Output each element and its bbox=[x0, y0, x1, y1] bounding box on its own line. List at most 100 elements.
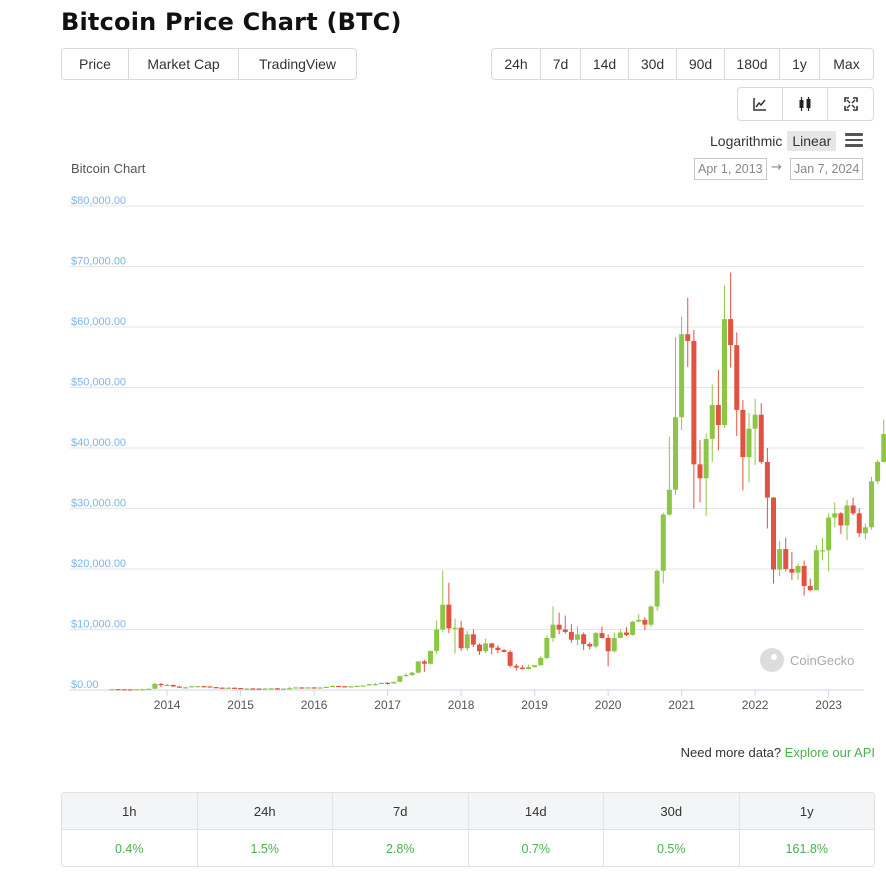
candle-body bbox=[758, 414, 764, 462]
candle-body bbox=[593, 633, 599, 647]
candle-body bbox=[379, 682, 384, 685]
tab-tradingview[interactable]: TradingView bbox=[258, 56, 337, 72]
candle-body bbox=[305, 687, 311, 689]
candle-body bbox=[354, 685, 360, 687]
chart-type-tabs: Price Market Cap TradingView bbox=[61, 48, 357, 80]
candle-body bbox=[715, 405, 721, 426]
candle-body bbox=[544, 637, 550, 658]
candle-body bbox=[464, 634, 470, 649]
performance-header-cell: 14d bbox=[469, 793, 604, 829]
range-7d-button[interactable]: 7d bbox=[541, 49, 581, 79]
date-to-input[interactable]: Jan 7, 2024 bbox=[790, 158, 864, 180]
y-tick-label: $0.00 bbox=[71, 679, 99, 691]
date-from-input[interactable]: Apr 1, 2013 bbox=[694, 158, 767, 180]
performance-header-cell: 24h bbox=[198, 793, 333, 829]
candle-body bbox=[691, 340, 697, 465]
y-tick-label: $60,000.00 bbox=[71, 316, 126, 328]
candle-body bbox=[348, 686, 354, 688]
candle-body bbox=[752, 414, 758, 429]
candle-body bbox=[844, 505, 850, 526]
range-max-button[interactable]: Max bbox=[833, 56, 860, 72]
line-chart-icon bbox=[753, 98, 766, 111]
candle-body bbox=[164, 684, 170, 687]
candle-body bbox=[434, 629, 440, 651]
candle-body bbox=[660, 514, 666, 571]
performance-value-cell: 0.7% bbox=[469, 830, 604, 866]
candle-body bbox=[642, 619, 648, 625]
fullscreen-button[interactable] bbox=[828, 88, 873, 120]
performance-values-row: 0.4% 1.5% 2.8% 0.7% 0.5% 161.8% bbox=[62, 830, 874, 866]
tab-market-cap[interactable]: Market Cap bbox=[129, 49, 239, 79]
candle-body bbox=[262, 688, 268, 690]
candle-body bbox=[556, 624, 562, 630]
candle-body bbox=[624, 632, 629, 635]
candle-body bbox=[722, 319, 727, 426]
range-90d-button[interactable]: 90d bbox=[677, 49, 725, 79]
candle-body bbox=[458, 627, 464, 649]
candle-body bbox=[415, 661, 421, 673]
candle-body bbox=[232, 687, 237, 689]
candle-body bbox=[599, 633, 605, 638]
y-tick-label: $20,000.00 bbox=[71, 558, 126, 570]
range-14d-button[interactable]: 14d bbox=[581, 49, 629, 79]
performance-value-cell: 161.8% bbox=[785, 841, 828, 856]
candle-body bbox=[470, 634, 476, 645]
candle-body bbox=[489, 643, 495, 648]
performance-header-cell: 30d bbox=[604, 793, 740, 829]
line-chart-button[interactable] bbox=[738, 88, 783, 120]
candle-body bbox=[323, 686, 329, 688]
candle-body bbox=[813, 550, 819, 591]
candle-body bbox=[550, 624, 556, 638]
x-tick-label: 2015 bbox=[227, 698, 254, 712]
candle-body bbox=[134, 689, 139, 691]
candle-body bbox=[581, 634, 587, 645]
range-24h-button[interactable]: 24h bbox=[492, 49, 541, 79]
explore-api-link[interactable]: Explore our API bbox=[784, 745, 875, 760]
candle-body bbox=[109, 689, 115, 691]
candle-body bbox=[538, 657, 544, 666]
candle-body bbox=[121, 689, 127, 691]
chart-menu-icon[interactable] bbox=[845, 133, 863, 147]
range-180d-button[interactable]: 180d bbox=[725, 49, 780, 79]
candle-body bbox=[795, 565, 801, 573]
candle-body bbox=[856, 513, 862, 534]
tab-price[interactable]: Price bbox=[62, 49, 129, 79]
candle-body bbox=[440, 604, 446, 630]
candle-body bbox=[238, 688, 244, 690]
candle-body bbox=[146, 688, 152, 690]
candle-body bbox=[342, 686, 348, 688]
logarithmic-option[interactable]: Logarithmic bbox=[710, 133, 783, 149]
performance-header-cell: 1h bbox=[62, 793, 198, 829]
performance-value-cell: 0.5% bbox=[604, 830, 740, 866]
coingecko-watermark: CoinGecko bbox=[760, 648, 854, 672]
candle-body bbox=[862, 527, 868, 534]
price-chart: $0.00 $10,000.00 $20,000.00 $30,000.00 $40,0… bbox=[70, 195, 886, 712]
candle-body bbox=[568, 631, 574, 640]
performance-header-cell: 7d bbox=[333, 793, 469, 829]
candlestick-icon bbox=[799, 97, 811, 111]
performance-value-cell: 1.5% bbox=[198, 830, 333, 866]
candle-body bbox=[820, 550, 825, 552]
candle-body bbox=[881, 434, 886, 462]
candle-body bbox=[728, 319, 734, 346]
linear-option[interactable]: Linear bbox=[787, 131, 837, 151]
candle-body bbox=[201, 686, 207, 688]
candle-body bbox=[519, 667, 525, 670]
candle-body bbox=[869, 481, 874, 528]
range-30d-button[interactable]: 30d bbox=[629, 49, 677, 79]
x-tick-label: 2017 bbox=[374, 698, 401, 712]
candle-body bbox=[513, 665, 519, 668]
candlestick-button[interactable] bbox=[783, 88, 828, 120]
candle-body bbox=[256, 688, 262, 690]
candle-body bbox=[526, 667, 531, 670]
candle-body bbox=[630, 621, 636, 635]
candle-body bbox=[532, 665, 538, 668]
candle-body bbox=[127, 689, 133, 691]
candle-body bbox=[875, 461, 881, 482]
range-1y-button[interactable]: 1y bbox=[780, 49, 820, 79]
candle-body bbox=[170, 684, 176, 687]
candle-body bbox=[850, 505, 856, 514]
candle-body bbox=[225, 687, 231, 689]
candle-body bbox=[673, 417, 678, 490]
x-tick-label: 2020 bbox=[595, 698, 622, 712]
